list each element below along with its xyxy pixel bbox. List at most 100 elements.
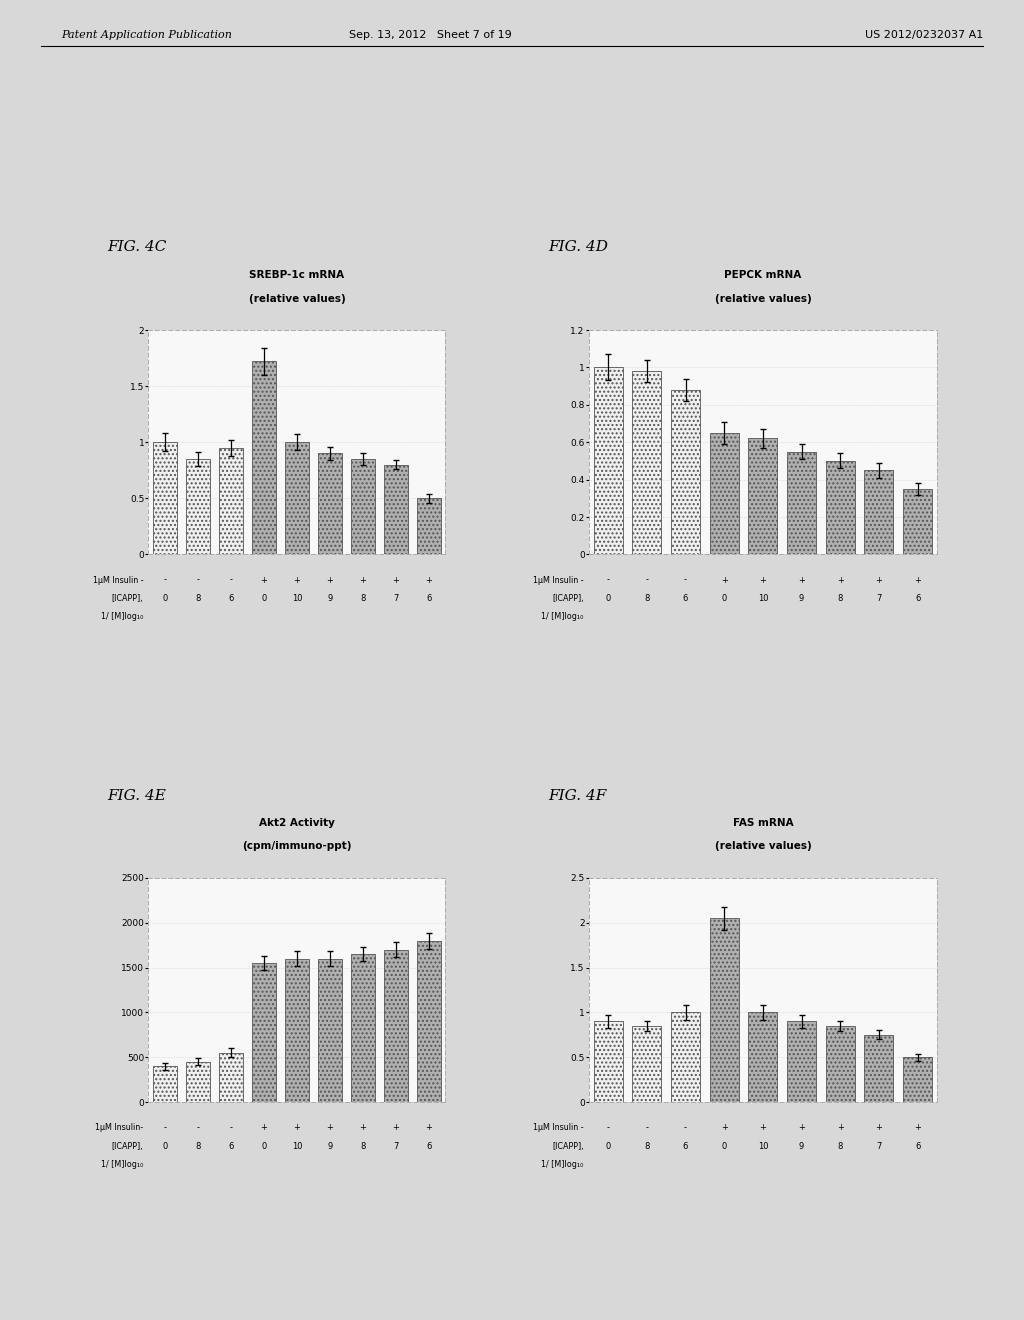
Text: 1/ [M]log₁₀: 1/ [M]log₁₀ <box>542 612 584 622</box>
Text: +: + <box>876 576 883 585</box>
Text: 6: 6 <box>228 1142 233 1151</box>
Text: +: + <box>760 576 766 585</box>
Bar <box>218 1053 244 1102</box>
Text: 8: 8 <box>196 1142 201 1151</box>
Text: 0: 0 <box>605 594 610 603</box>
Text: PEPCK mRNA: PEPCK mRNA <box>724 269 802 280</box>
Bar <box>384 465 409 554</box>
Text: US 2012/0232037 A1: US 2012/0232037 A1 <box>865 30 983 41</box>
Text: -: - <box>684 1123 687 1133</box>
Text: FIG. 4C: FIG. 4C <box>108 240 167 255</box>
Text: 6: 6 <box>683 594 688 603</box>
Text: +: + <box>392 1123 399 1133</box>
Text: (relative values): (relative values) <box>715 293 811 304</box>
Text: 1μM Insulin -: 1μM Insulin - <box>93 576 143 585</box>
Text: 9: 9 <box>328 1142 333 1151</box>
Text: 10: 10 <box>292 1142 302 1151</box>
Text: 6: 6 <box>426 594 432 603</box>
Bar <box>317 454 342 554</box>
Text: +: + <box>876 1123 883 1133</box>
Text: FIG. 4E: FIG. 4E <box>108 789 166 804</box>
Text: FIG. 4D: FIG. 4D <box>548 240 608 255</box>
Bar <box>153 1067 177 1102</box>
Text: +: + <box>294 576 300 585</box>
Bar <box>710 919 738 1102</box>
Text: 0: 0 <box>605 1142 610 1151</box>
Text: (relative values): (relative values) <box>249 293 345 304</box>
Text: +: + <box>914 1123 921 1133</box>
Bar <box>350 459 376 554</box>
Text: 9: 9 <box>799 594 804 603</box>
Text: 8: 8 <box>360 1142 366 1151</box>
Bar <box>787 1022 816 1102</box>
Text: [ICAPP],: [ICAPP], <box>552 1142 584 1151</box>
Text: +: + <box>798 576 805 585</box>
Text: 8: 8 <box>644 1142 649 1151</box>
Bar <box>285 958 309 1102</box>
Text: +: + <box>426 576 432 585</box>
Text: Sep. 13, 2012   Sheet 7 of 19: Sep. 13, 2012 Sheet 7 of 19 <box>349 30 511 41</box>
Text: +: + <box>359 1123 367 1133</box>
Bar <box>384 949 409 1102</box>
Bar <box>825 461 855 554</box>
Text: 0: 0 <box>163 594 168 603</box>
Bar <box>903 488 932 554</box>
Bar <box>153 442 177 554</box>
Text: 9: 9 <box>328 594 333 603</box>
Text: 6: 6 <box>914 1142 921 1151</box>
Text: 0: 0 <box>722 1142 727 1151</box>
Text: -: - <box>645 576 648 585</box>
Bar <box>417 941 441 1102</box>
Text: +: + <box>327 1123 334 1133</box>
Text: +: + <box>760 1123 766 1133</box>
Bar <box>632 1026 662 1102</box>
Text: +: + <box>260 1123 267 1133</box>
Text: -: - <box>164 576 167 585</box>
Bar <box>710 433 738 554</box>
Text: +: + <box>721 1123 728 1133</box>
Bar <box>218 447 244 554</box>
Text: 1/ [M]log₁₀: 1/ [M]log₁₀ <box>101 1160 143 1170</box>
Bar <box>825 1026 855 1102</box>
Text: -: - <box>164 1123 167 1133</box>
Text: [ICAPP],: [ICAPP], <box>112 1142 143 1151</box>
Text: -: - <box>645 1123 648 1133</box>
Bar <box>252 362 276 554</box>
Text: 8: 8 <box>644 594 649 603</box>
Text: 6: 6 <box>914 594 921 603</box>
Text: FAS mRNA: FAS mRNA <box>732 817 794 828</box>
Bar <box>252 964 276 1102</box>
Text: 8: 8 <box>838 594 843 603</box>
Text: 0: 0 <box>261 1142 266 1151</box>
Text: 1/ [M]log₁₀: 1/ [M]log₁₀ <box>542 1160 584 1170</box>
Text: [ICAPP],: [ICAPP], <box>552 594 584 603</box>
Text: 8: 8 <box>360 594 366 603</box>
Bar <box>185 459 210 554</box>
Bar <box>903 1057 932 1102</box>
Text: SREBP-1c mRNA: SREBP-1c mRNA <box>250 269 344 280</box>
Bar <box>185 1061 210 1102</box>
Bar <box>632 371 662 554</box>
Text: 6: 6 <box>683 1142 688 1151</box>
Text: FIG. 4F: FIG. 4F <box>548 789 606 804</box>
Text: +: + <box>837 576 844 585</box>
Text: (cpm/immuno-ppt): (cpm/immuno-ppt) <box>243 841 351 851</box>
Text: +: + <box>327 576 334 585</box>
Text: +: + <box>914 576 921 585</box>
Text: 7: 7 <box>877 594 882 603</box>
Text: 7: 7 <box>393 594 398 603</box>
Text: -: - <box>606 576 609 585</box>
Text: 7: 7 <box>393 1142 398 1151</box>
Text: -: - <box>606 1123 609 1133</box>
Bar <box>285 442 309 554</box>
Text: (relative values): (relative values) <box>715 841 811 851</box>
Bar <box>671 389 700 554</box>
Text: Patent Application Publication: Patent Application Publication <box>61 30 232 41</box>
Bar <box>864 1035 893 1102</box>
Bar <box>417 499 441 554</box>
Bar <box>317 958 342 1102</box>
Text: 1/ [M]log₁₀: 1/ [M]log₁₀ <box>101 612 143 622</box>
Text: +: + <box>260 576 267 585</box>
Bar <box>787 451 816 554</box>
Text: 10: 10 <box>758 1142 768 1151</box>
